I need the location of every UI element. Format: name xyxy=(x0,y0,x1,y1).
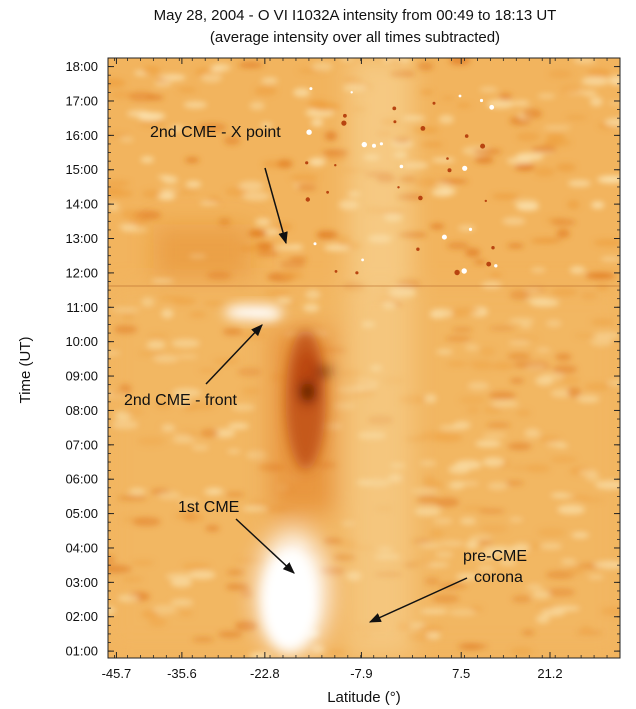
arrow-1st-cme xyxy=(235,518,295,574)
arrow-pre-cme-corona xyxy=(368,577,468,623)
chart-title: May 28, 2004 - O VI I1032A intensity fro… xyxy=(154,7,557,24)
arrow-2nd-cme-front xyxy=(205,324,263,385)
y-tick-label: 18:00 xyxy=(65,59,98,74)
x-axis-label: Latitude (°) xyxy=(327,689,401,706)
x-tick-label: -35.6 xyxy=(167,666,197,681)
annotation-2nd-cme-front: 2nd CME - front xyxy=(124,392,237,409)
plot-frame xyxy=(107,57,621,659)
annotation-1st-cme: 1st CME xyxy=(178,499,239,516)
y-tick-label: 14:00 xyxy=(65,197,98,212)
y-tick-label: 10:00 xyxy=(65,334,98,349)
x-tick-label: -22.8 xyxy=(250,666,280,681)
heatmap-features xyxy=(108,58,620,658)
annotation-pre-cme-line2: corona xyxy=(474,569,523,586)
y-axis-label: Time (UT) xyxy=(17,337,34,404)
feature-bright-front xyxy=(223,304,284,321)
y-tick-label: 03:00 xyxy=(65,575,98,590)
y-tick-label: 07:00 xyxy=(65,437,98,452)
y-tick-label: 13:00 xyxy=(65,231,98,246)
y-tick-label: 06:00 xyxy=(65,472,98,487)
arrow-2nd-cme-x-point xyxy=(264,167,288,245)
y-tick-label: 05:00 xyxy=(65,506,98,521)
y-tick-label: 09:00 xyxy=(65,369,98,384)
annotation-pre-cme-line1: pre-CME xyxy=(463,548,527,565)
y-tick-label: 12:00 xyxy=(65,265,98,280)
y-tick-label: 08:00 xyxy=(65,403,98,418)
y-tick-label: 16:00 xyxy=(65,128,98,143)
y-tick-label: 01:00 xyxy=(65,644,98,659)
y-axis: 01:00 02:00 03:00 04:00 05:00 06:00 07:00 08:00… xyxy=(65,59,620,659)
chart-subtitle: (average intensity over all times subtra… xyxy=(210,29,500,46)
y-tick-label: 04:00 xyxy=(65,540,98,555)
y-tick-label: 15:00 xyxy=(65,162,98,177)
annotation-2nd-cme-x-point: 2nd CME - X point xyxy=(150,124,281,141)
feature-dark-region xyxy=(285,329,332,470)
x-axis: -45.7 -35.6 -22.8 -7.9 7.5 21.2 xyxy=(102,58,608,681)
y-tick-label: 11:00 xyxy=(66,300,98,315)
x-tick-label: 21.2 xyxy=(537,666,562,681)
y-tick-label: 17:00 xyxy=(65,93,98,108)
y-tick-label: 02:00 xyxy=(65,609,98,624)
x-tick-label: 7.5 xyxy=(452,666,470,681)
annotations: 2nd CME - X point 2nd CME - front 1st CM… xyxy=(124,124,527,623)
x-tick-label: -7.9 xyxy=(350,666,372,681)
x-tick-label: -45.7 xyxy=(102,666,132,681)
heatmap-image xyxy=(108,58,620,658)
